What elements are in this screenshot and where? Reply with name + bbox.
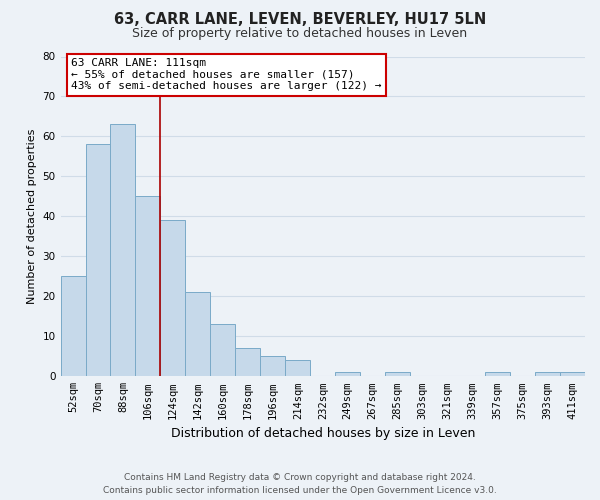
- X-axis label: Distribution of detached houses by size in Leven: Distribution of detached houses by size …: [170, 427, 475, 440]
- Bar: [385, 372, 410, 376]
- Bar: [185, 292, 211, 376]
- Bar: [211, 324, 235, 376]
- Bar: [136, 196, 160, 376]
- Bar: [260, 356, 286, 376]
- Bar: [485, 372, 510, 376]
- Bar: [160, 220, 185, 376]
- Bar: [86, 144, 110, 376]
- Text: 63, CARR LANE, LEVEN, BEVERLEY, HU17 5LN: 63, CARR LANE, LEVEN, BEVERLEY, HU17 5LN: [114, 12, 486, 28]
- Y-axis label: Number of detached properties: Number of detached properties: [27, 128, 37, 304]
- Bar: [61, 276, 86, 376]
- Bar: [235, 348, 260, 376]
- Bar: [335, 372, 360, 376]
- Text: Size of property relative to detached houses in Leven: Size of property relative to detached ho…: [133, 28, 467, 40]
- Bar: [110, 124, 136, 376]
- Bar: [560, 372, 585, 376]
- Text: Contains HM Land Registry data © Crown copyright and database right 2024.
Contai: Contains HM Land Registry data © Crown c…: [103, 473, 497, 495]
- Text: 63 CARR LANE: 111sqm
← 55% of detached houses are smaller (157)
43% of semi-deta: 63 CARR LANE: 111sqm ← 55% of detached h…: [71, 58, 382, 92]
- Bar: [286, 360, 310, 376]
- Bar: [535, 372, 560, 376]
